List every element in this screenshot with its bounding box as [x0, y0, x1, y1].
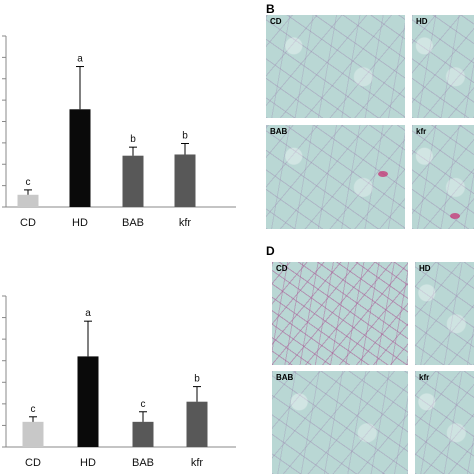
- chart-2-bar-kfr: [186, 401, 208, 447]
- panel-letter-d: D: [266, 244, 275, 258]
- chart-2-category-label: kfr: [191, 457, 204, 469]
- micrograph-d-cd: CD: [272, 262, 408, 365]
- micrograph-label: CD: [270, 17, 282, 26]
- panel-letter-b: B: [266, 2, 275, 16]
- micrograph-label: BAB: [276, 373, 294, 382]
- micrograph-d-hd: HD: [415, 262, 474, 365]
- chart-1-significance-label: c: [26, 177, 31, 188]
- stain-spot: [378, 171, 388, 177]
- chart-1-category-label: CD: [20, 217, 36, 229]
- chart-2-significance-label: c: [141, 399, 146, 410]
- chart-2-bar-hd: [77, 356, 99, 447]
- micrograph-b-hd: HD: [412, 15, 474, 118]
- bar-charts: c CD a HD b BAB b kfr c CD a HD c BAB b kfr: [2, 35, 236, 469]
- chart-1-category-label: HD: [72, 217, 88, 229]
- micrograph-label: HD: [416, 17, 428, 26]
- chart-2-bar-bab: [132, 421, 154, 447]
- chart-1-bar-hd: [69, 109, 91, 207]
- micrograph-d-bab: BAB: [272, 371, 408, 474]
- micrograph-b-bab: BAB: [266, 125, 405, 229]
- micrograph-b-kfr: kfr: [412, 125, 474, 229]
- chart-1-significance-label: b: [182, 130, 188, 141]
- micrograph-label: kfr: [416, 127, 427, 136]
- micrograph-b-cd: CD: [266, 15, 405, 118]
- chart-2-significance-label: c: [31, 404, 36, 415]
- chart-1-bar-bab: [122, 155, 144, 207]
- stain-spot: [450, 213, 460, 219]
- micrograph-label: kfr: [419, 373, 430, 382]
- chart-2-category-label: BAB: [132, 457, 154, 469]
- chart-1-category-label: kfr: [179, 217, 192, 229]
- chart-1-bar-kfr: [174, 154, 196, 207]
- micrograph-label: CD: [276, 264, 288, 273]
- micrograph-d-kfr: kfr: [415, 371, 474, 474]
- chart-1-category-label: BAB: [122, 217, 144, 229]
- chart-1-bar-cd: [17, 194, 39, 207]
- micrograph-label: HD: [419, 264, 431, 273]
- micrograph-label: BAB: [270, 127, 288, 136]
- chart-1-significance-label: b: [130, 134, 136, 145]
- chart-2-bar-cd: [22, 421, 44, 447]
- chart-2-significance-label: a: [85, 308, 91, 319]
- chart-1-significance-label: a: [77, 54, 83, 65]
- chart-2-category-label: CD: [25, 457, 41, 469]
- chart-2-category-label: HD: [80, 457, 96, 469]
- chart-2-significance-label: b: [194, 374, 200, 385]
